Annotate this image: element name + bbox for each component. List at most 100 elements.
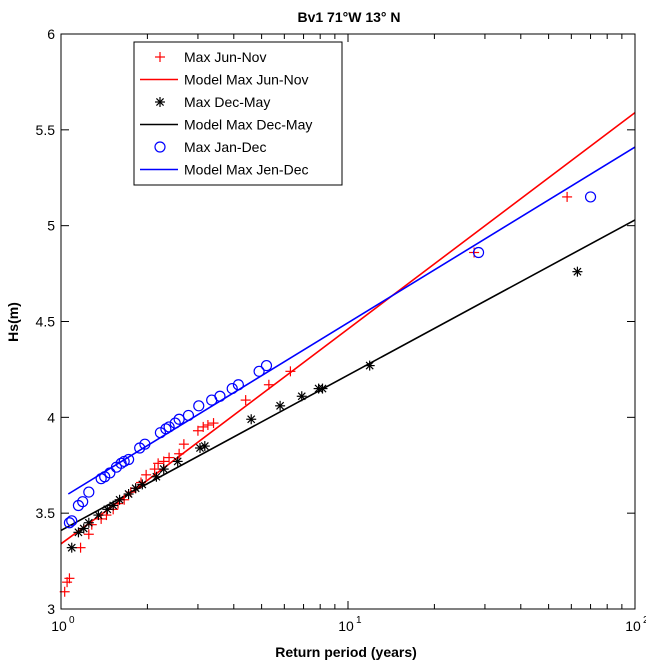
x-axis-label: Return period (years) [275,644,417,660]
data-point-circle [193,400,205,412]
data-point [317,383,328,394]
y-tick-label: 5 [47,218,55,234]
data-point [151,471,162,482]
data-point-stroke [94,511,103,520]
x-tick-label-exponent: 1 [356,615,362,626]
data-point [296,391,307,402]
x-tick-label: 10 [51,618,67,634]
data-point [472,246,485,259]
data-point-stroke [173,457,182,466]
data-point [285,366,296,377]
data-point [137,479,148,490]
x-tick-labels: 10 0 10 1 10 2 [51,615,646,634]
data-point [562,191,573,202]
data-point-circle [472,246,485,259]
legend-label: Model Max Jen-Dec [184,162,309,178]
legend-box [133,41,343,186]
data-point [164,452,175,463]
data-point [77,496,89,508]
data-point-circle [104,467,116,479]
data-point [93,510,104,521]
data-point [114,494,125,505]
data-point-circle [173,413,185,425]
data-point-stroke [124,489,133,499]
y-tick-label: 4 [47,409,55,425]
data-point-circle [66,515,78,527]
data-point-stroke [200,442,209,451]
data-point [104,467,116,479]
data-point [66,515,78,527]
legend-label: Model Max Dec-May [184,117,312,133]
data-point [83,486,95,498]
y-tick-label: 4.5 [36,314,56,330]
data-point [253,365,265,377]
data-point-circle [169,417,181,429]
legend-marker-swatch [155,52,165,62]
data-point-stroke [84,518,93,527]
y-tick-label: 5.5 [36,122,56,138]
data-point [202,420,213,430]
data-point-circle [226,382,238,395]
data-point [163,421,175,433]
legend-marker-swatch [155,97,165,107]
legend-label: Model Max Jun-Nov [184,72,309,88]
data-point-circle [139,438,151,450]
data-point-stroke [247,415,256,424]
data-point [64,573,75,584]
data-point [173,413,185,425]
legend-label: Max Dec-May [184,94,270,110]
data-point [263,379,274,390]
data-point-circle [253,365,265,377]
legend: Max Jun-Nov Model Max Jun-Nov Max Dec-May M… [133,41,343,186]
data-point [139,438,151,450]
data-point [123,489,134,499]
data-point [63,517,76,529]
data-point-circle [154,141,166,153]
chart-title: Bv1 71°W 13° N [297,9,400,25]
data-point-circle [232,379,244,391]
data-point-stroke [318,384,327,393]
data-point [149,464,160,475]
data-point [214,390,226,402]
model-line [67,146,636,495]
data-point-stroke [103,505,112,514]
x-tick-label-exponent: 2 [643,615,646,626]
data-point [108,500,119,511]
data-point [192,425,203,436]
data-point-stroke [297,392,306,401]
plot-border-rect [60,33,636,610]
data-markers [59,191,597,597]
data-point-circle [163,421,175,433]
data-point-circle [77,496,89,508]
data-point [584,191,597,203]
data-point-circle [154,427,167,439]
data-point [153,458,164,469]
data-point [198,421,209,432]
data-point-circle [182,409,195,422]
data-point-stroke [152,472,161,481]
data-point [182,409,195,422]
data-point [122,453,135,466]
data-point-stroke [159,465,168,474]
data-point [169,417,181,429]
y-tick-label: 3 [47,601,55,617]
data-point-stroke [131,484,140,493]
data-point [240,395,251,406]
data-point-circle [260,359,273,372]
data-point [154,427,167,439]
data-point-circle [214,390,226,402]
legend-label: Max Jun-Nov [184,49,266,65]
data-point-stroke [115,495,124,504]
y-tick-labels: 3 3.5 4 4.5 5 5.5 6 [36,26,56,617]
x-tick-label: 10 [338,618,354,634]
data-point-stroke [276,401,285,410]
data-point-stroke [74,528,83,537]
data-point-circle [63,517,76,529]
legend-label: Max Jan-Dec [184,139,266,155]
legend-marker-swatch [154,141,166,153]
data-point-circle [83,486,95,498]
data-point [66,542,77,553]
data-point [572,266,583,277]
data-point [83,517,94,528]
